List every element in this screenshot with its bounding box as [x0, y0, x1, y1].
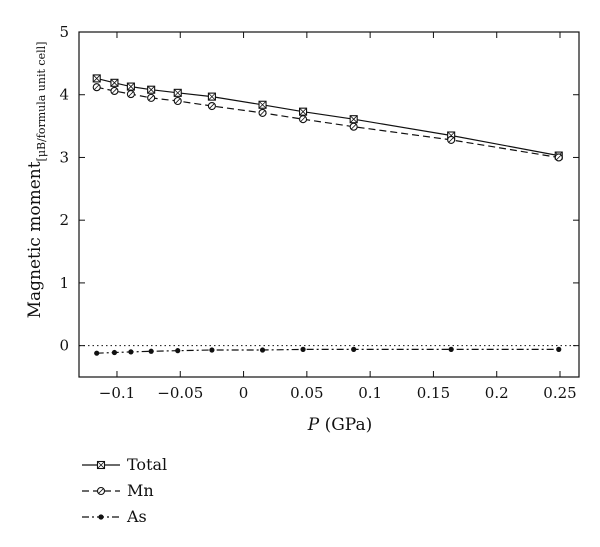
- data-point-mn: [447, 135, 456, 144]
- plot-frame: [78, 31, 580, 378]
- marker-circle-hatch: [148, 95, 154, 101]
- data-point-mn: [147, 93, 156, 102]
- legend-item-total: Total: [82, 455, 167, 474]
- data-point-total: [173, 88, 182, 97]
- marker-circle-hatch: [209, 103, 215, 109]
- marker-circle-hatch: [300, 116, 306, 122]
- data-point-mn: [299, 115, 308, 124]
- legend-label-as: As: [126, 507, 147, 526]
- x-tick-label: 0.1: [358, 384, 382, 402]
- y-axis-title-main: Magnetic moment: [25, 161, 45, 318]
- y-tick-label: 5: [59, 23, 69, 41]
- x-tick-label: 0: [239, 384, 249, 402]
- data-point-total: [258, 100, 267, 109]
- marker-circle-hatch: [111, 88, 118, 94]
- legend: Total Mn As: [82, 455, 167, 526]
- x-axis-variable: P: [307, 415, 320, 435]
- x-tick-label: 0.25: [543, 384, 576, 402]
- x-tick-label: 0.15: [417, 384, 450, 402]
- y-axis-title: Magnetic moment[μB/formula unit cell]: [25, 42, 48, 319]
- series-line-mn: [96, 86, 559, 159]
- data-point-as: [351, 346, 357, 352]
- marker-square-hatch: [110, 79, 119, 87]
- x-axis-title: P (GPa): [307, 415, 373, 435]
- data-point-as: [111, 349, 118, 356]
- marker-square-hatch: [258, 100, 267, 109]
- data-point-total: [207, 92, 216, 101]
- data-point-mn: [207, 101, 216, 111]
- data-point-total: [92, 74, 101, 83]
- marker-circle-hatch: [98, 488, 104, 494]
- marker-circle-hatch: [448, 137, 454, 143]
- data-point-total: [110, 78, 119, 87]
- data-point-mn: [92, 83, 101, 92]
- legend-item-mn: Mn: [82, 481, 154, 500]
- data-point-as: [94, 350, 100, 356]
- data-point-mn: [349, 122, 358, 131]
- data-point-mn: [258, 108, 267, 117]
- legend-marker-mn: [96, 486, 106, 496]
- marker-square-hatch: [97, 461, 105, 469]
- data-point-total: [299, 107, 308, 116]
- x-tick-label: −0.1: [99, 384, 135, 402]
- y-tick-label: 3: [59, 148, 69, 166]
- data-point-mn: [173, 96, 182, 106]
- y-tick-label: 4: [59, 86, 69, 104]
- legend-item-as: As: [82, 507, 147, 526]
- data-point-as: [128, 349, 134, 355]
- data-point-as: [300, 346, 306, 352]
- data-point-total: [349, 115, 358, 124]
- series-line-total: [96, 77, 559, 157]
- x-tick-label: −0.05: [157, 384, 203, 402]
- x-axis-unit: (GPa): [319, 415, 372, 435]
- marker-square-hatch: [349, 115, 358, 123]
- legend-label-total: Total: [127, 455, 167, 474]
- legend-label-mn: Mn: [127, 481, 154, 500]
- marker-circle-hatch: [351, 124, 357, 130]
- y-tick-label: 1: [59, 274, 69, 292]
- marker-circle-hatch: [175, 98, 181, 104]
- series-group: [92, 74, 563, 356]
- data-point-total: [126, 82, 135, 91]
- x-tick-label: 0.05: [290, 384, 323, 402]
- data-point-mn: [126, 90, 135, 99]
- y-tick-label: 0: [59, 337, 69, 355]
- marker-circle-hatch: [259, 110, 266, 116]
- marker-circle-hatch: [556, 154, 562, 161]
- data-point-as: [175, 348, 181, 354]
- data-point-total: [147, 85, 156, 94]
- marker-square-hatch: [299, 107, 307, 116]
- marker-square-hatch: [127, 82, 135, 91]
- data-point-mn: [110, 86, 119, 96]
- marker-circle-hatch: [128, 91, 134, 97]
- data-point-mn: [554, 153, 563, 162]
- marker-square-hatch: [147, 85, 155, 94]
- series-mn: [92, 83, 563, 162]
- marker-square-hatch: [173, 89, 182, 97]
- y-axis-title-subscript: [μB/formula unit cell]: [35, 42, 48, 162]
- series-as: [94, 346, 562, 356]
- series-line-as: [96, 348, 559, 354]
- data-point-as: [148, 348, 154, 354]
- marker-square-hatch: [92, 74, 101, 83]
- legend-marker-as: [98, 514, 104, 520]
- marker-circle-hatch: [94, 84, 100, 90]
- data-point-as: [209, 347, 215, 353]
- y-tick-label: 2: [59, 211, 69, 229]
- data-point-as: [448, 346, 454, 352]
- data-point-as: [556, 346, 562, 352]
- marker-square-hatch: [208, 92, 216, 101]
- x-tick-label: 0.2: [485, 384, 509, 402]
- ticks-group: −0.1 −0.05 0 0.05 0.1 0.15 0.2 0.25 0 1 2 3 4 5: [59, 23, 579, 402]
- data-point-as: [259, 347, 266, 353]
- legend-marker-total: [96, 460, 106, 470]
